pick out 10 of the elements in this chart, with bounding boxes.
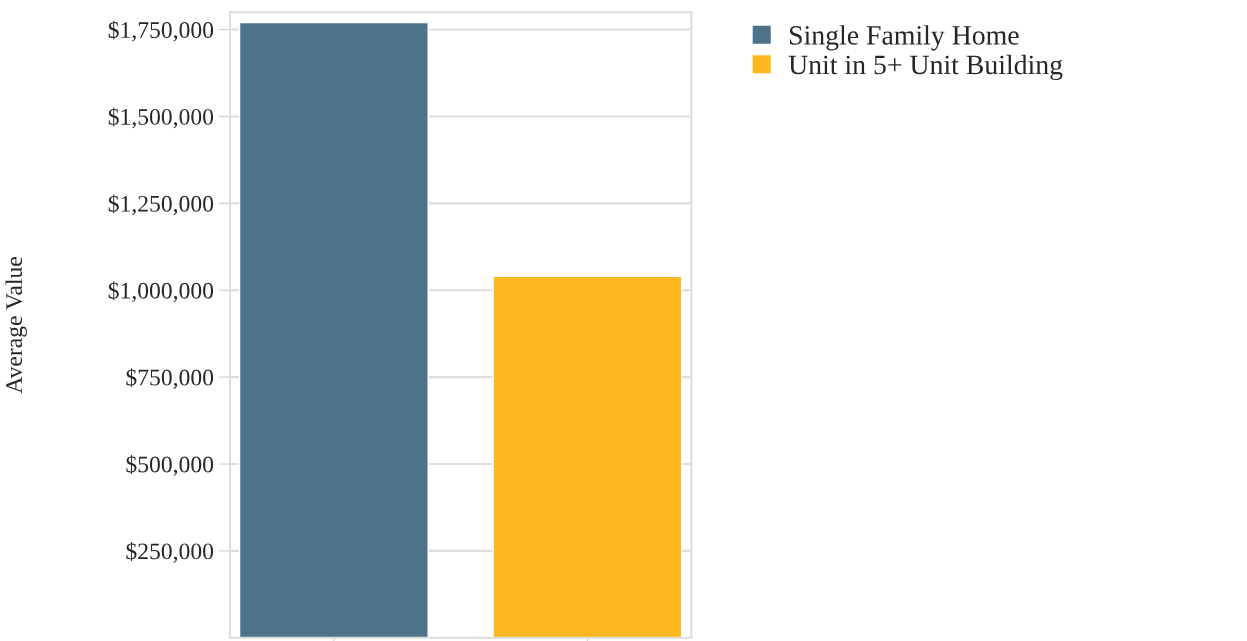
y-tick-label: $750,000 [126,368,214,389]
y-tick-label: $1,250,000 [108,194,214,216]
legend-label: Unit in 5+ Unit Building [788,54,1063,81]
y-tick-label: $1,000,000 [108,281,214,303]
y-axis-title: Average Value [5,257,27,394]
y-tick-label: $1,500,000 [108,107,214,129]
y-tick-label: $250,000 [126,542,214,563]
legend-label: Single Family Home [789,25,1019,51]
y-tick-label: $500,000 [126,455,214,476]
y-tick-label: $1,750,000 [108,20,214,42]
